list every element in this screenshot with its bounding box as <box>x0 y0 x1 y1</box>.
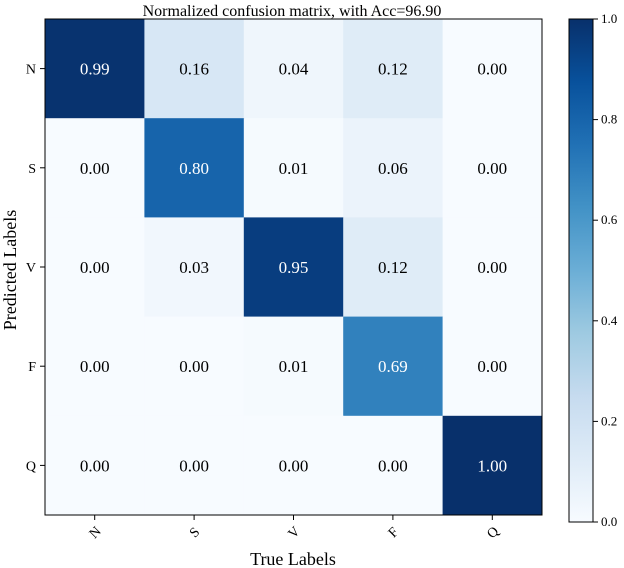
x-tick-label: S <box>187 525 203 541</box>
cell-value-label: 0.00 <box>477 159 507 178</box>
y-tick-label: N <box>26 63 36 78</box>
heatmap-cell-F-Q <box>442 316 543 417</box>
cell-value-label: 0.80 <box>179 159 209 178</box>
y-tick-label: Q <box>26 459 36 474</box>
heatmap-cell-S-N <box>45 118 145 218</box>
cell-value-label: 0.00 <box>80 357 110 376</box>
cell-value-label: 0.00 <box>80 456 110 475</box>
heatmap-cell-S-V <box>243 118 344 218</box>
cell-value-label: 0.00 <box>80 159 110 178</box>
colorbar-tick-label: 1.0 <box>601 11 617 26</box>
heatmap-cell-F-V <box>243 316 344 417</box>
heatmap-cell-Q-N <box>45 415 145 516</box>
heatmap-cell-Q-Q <box>442 415 543 516</box>
cell-value-label: 0.00 <box>279 456 309 475</box>
heatmap-cell-V-Q <box>442 217 543 318</box>
colorbar-tick-label: 0.2 <box>601 413 617 428</box>
colorbar <box>568 18 594 523</box>
heatmap-cell-N-N <box>45 19 145 119</box>
heatmap-cell-F-N <box>45 316 145 417</box>
cell-value-label: 0.04 <box>279 60 309 79</box>
cell-value-label: 0.00 <box>179 456 209 475</box>
heatmap-cells <box>45 19 543 516</box>
heatmap-cell-V-N <box>45 217 145 318</box>
heatmap-cell-F-F <box>343 316 444 417</box>
colorbar-tick-label: 0.4 <box>601 313 618 328</box>
cell-value-label: 1.00 <box>477 456 507 475</box>
cell-value-label: 0.03 <box>179 258 209 277</box>
cell-value-label: 0.99 <box>80 60 110 79</box>
heatmap-cell-F-S <box>144 316 245 417</box>
heatmap-cell-N-Q <box>442 19 543 119</box>
cell-value-label: 0.12 <box>378 258 408 277</box>
heatmap-cell-Q-V <box>243 415 344 516</box>
heatmap-cell-V-V <box>243 217 344 318</box>
heatmap-cell-V-S <box>144 217 245 318</box>
heatmap-cell-N-V <box>243 19 344 119</box>
x-tick-label: N <box>87 524 105 542</box>
heatmap-cell-labels: 0.99 0.16 0.04 0.12 0.00 0.00 0.80 0.01 0.06 0.00… <box>80 60 507 476</box>
cell-value-label: 0.01 <box>279 357 309 376</box>
cell-value-label: 0.00 <box>477 357 507 376</box>
cell-value-label: 0.00 <box>477 258 507 277</box>
colorbar-tick-label: 0.0 <box>601 514 617 529</box>
heatmap-cell-S-F <box>343 118 444 218</box>
cell-value-label: 0.00 <box>80 258 110 277</box>
colorbar-ticks: 0.0 0.2 0.4 0.6 0.8 1.0 <box>593 11 618 529</box>
heatmap-cell-V-F <box>343 217 444 318</box>
heatmap-cell-S-Q <box>442 118 543 218</box>
x-tick-label: Q <box>484 524 502 542</box>
cell-value-label: 0.12 <box>378 60 408 79</box>
y-tick-label: V <box>26 261 36 276</box>
cell-value-label: 0.01 <box>279 159 309 178</box>
x-tick-label: V <box>286 524 304 542</box>
cell-value-label: 0.06 <box>378 159 408 178</box>
x-tick-label: F <box>386 525 402 541</box>
cell-value-label: 0.16 <box>179 60 209 79</box>
y-tick-label: S <box>28 162 36 177</box>
colorbar-tick-label: 0.6 <box>601 212 618 227</box>
cell-value-label: 0.00 <box>179 357 209 376</box>
heatmap-cell-S-S <box>144 118 245 218</box>
cell-value-label: 0.00 <box>378 456 408 475</box>
y-axis-ticks: N S V F Q <box>26 63 45 474</box>
y-tick-label: F <box>28 360 36 375</box>
heatmap-cell-Q-F <box>343 415 444 516</box>
chart-title: Normalized confusion matrix, with Acc=96… <box>143 3 442 20</box>
heatmap-cell-N-S <box>144 19 245 119</box>
cell-value-label: 0.95 <box>279 258 309 277</box>
colorbar-tick-label: 0.8 <box>601 112 617 127</box>
cell-value-label: 0.00 <box>477 60 507 79</box>
heatmap-cell-N-F <box>343 19 444 119</box>
y-axis-label: Predicted Labels <box>0 210 20 330</box>
heatmap-cell-Q-S <box>144 415 245 516</box>
cell-value-label: 0.69 <box>378 357 408 376</box>
x-axis-label: True Labels <box>250 549 336 568</box>
